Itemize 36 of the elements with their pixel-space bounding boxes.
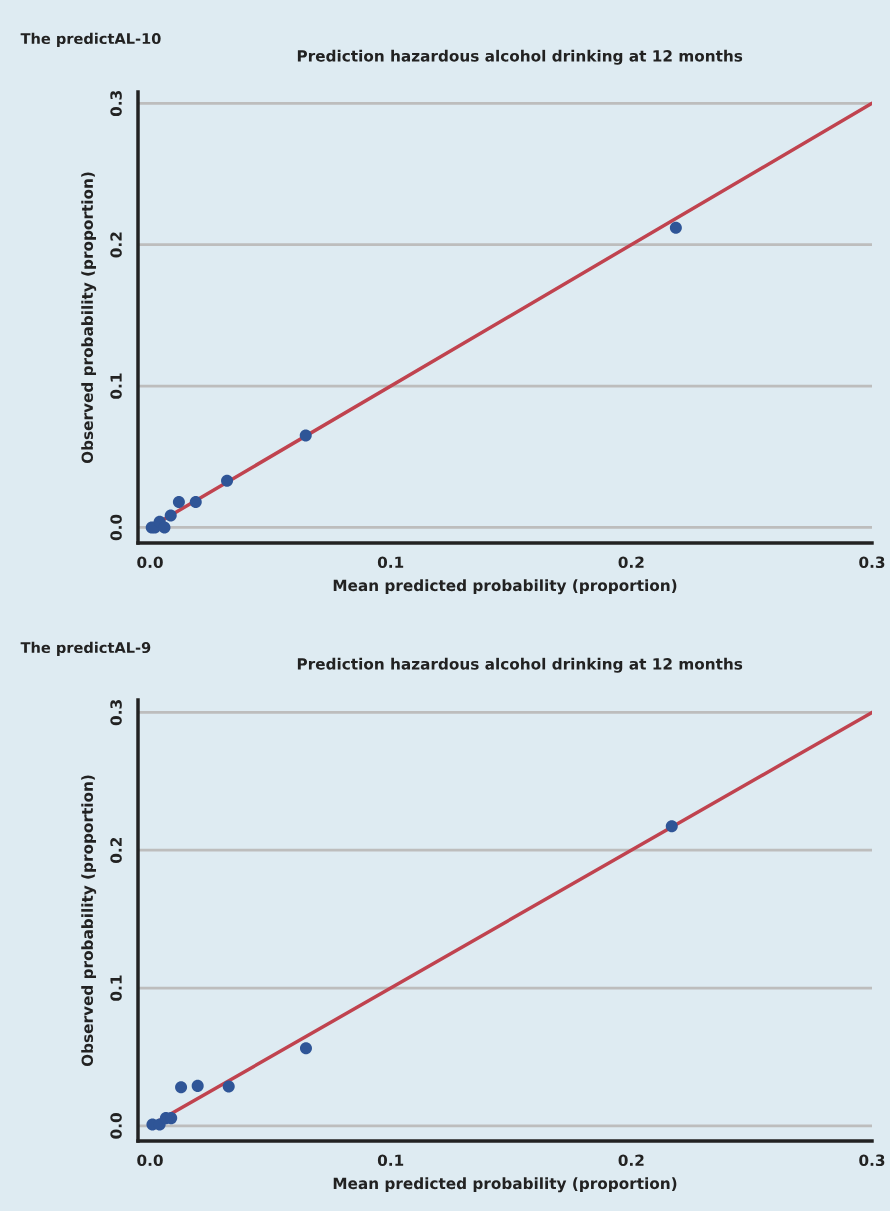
x-axis-title: Mean predicted probability (proportion) (333, 1177, 677, 1193)
x-tick-label: 0.2 (618, 1154, 644, 1167)
point (222, 1080, 235, 1093)
y-tick-label: 0.3 (110, 700, 122, 726)
y-tick-label: 0.1 (110, 975, 122, 1001)
chart-subtitle: The predictAL-9 (20, 641, 151, 656)
y-tick-label: 0.0 (110, 514, 122, 541)
x-tick-label: 0.3 (859, 1154, 885, 1167)
point (669, 221, 682, 234)
chart-title: Prediction hazardous alcohol drinking at 12 months (297, 657, 743, 673)
x-axis-title: Mean predicted probability (proportion) (333, 579, 677, 595)
x-tick-label: 0.0 (137, 1154, 163, 1167)
point (164, 509, 177, 522)
point (191, 1079, 204, 1092)
point (221, 474, 234, 487)
point (665, 820, 678, 833)
y-axis-title: Observed probability (proportion) (81, 775, 97, 1067)
x-tick-label: 0.1 (377, 556, 404, 569)
point (175, 1081, 188, 1094)
point (172, 495, 185, 509)
y-axis-title: Observed probability (proportion) (81, 172, 97, 464)
y-tick-label: 0.3 (110, 90, 122, 117)
x-tick-label: 0.2 (618, 556, 644, 569)
point (189, 495, 202, 509)
point (299, 1042, 312, 1055)
y-tick-label: 0.2 (110, 838, 122, 864)
chart-subtitle: The predictAL-10 (20, 32, 161, 47)
y-tick-label: 0.2 (110, 232, 122, 258)
point (299, 429, 312, 442)
x-tick-label: 0.3 (859, 556, 885, 569)
y-tick-label: 0.0 (110, 1113, 122, 1139)
chart-title: Prediction hazardous alcohol drinking at 12 months (297, 49, 743, 65)
y-tick-label: 0.1 (110, 373, 122, 399)
x-tick-label: 0.1 (377, 1154, 404, 1167)
x-tick-label: 0.0 (137, 556, 163, 569)
point (158, 521, 171, 534)
